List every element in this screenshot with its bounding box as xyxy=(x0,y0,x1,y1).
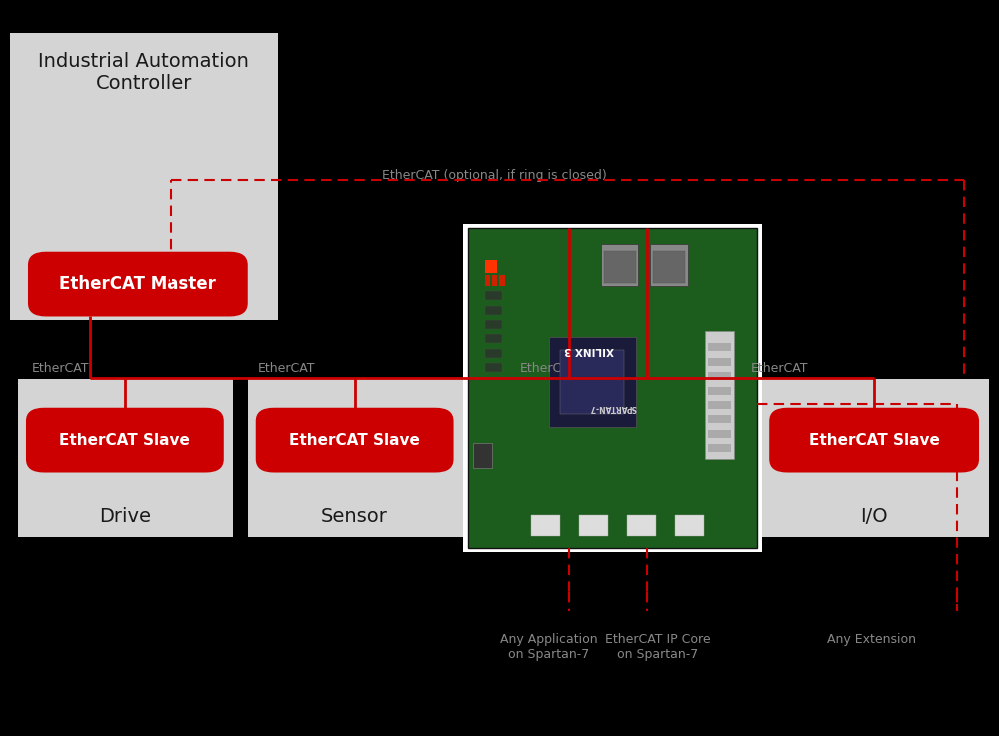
Bar xyxy=(600,244,638,286)
Text: EtherCAT: EtherCAT xyxy=(519,361,577,375)
Bar xyxy=(463,224,762,552)
FancyBboxPatch shape xyxy=(256,408,454,473)
Bar xyxy=(708,415,731,423)
Text: Drive: Drive xyxy=(99,507,151,526)
FancyBboxPatch shape xyxy=(28,252,248,316)
Bar xyxy=(708,386,731,394)
Bar xyxy=(500,275,504,286)
Bar xyxy=(485,305,502,314)
Bar xyxy=(708,445,731,452)
Bar xyxy=(708,372,731,381)
Text: Sensor: Sensor xyxy=(322,507,388,526)
Text: EtherCAT Slave: EtherCAT Slave xyxy=(289,433,421,447)
Bar xyxy=(674,514,703,536)
Text: Industrial Automation
Controller: Industrial Automation Controller xyxy=(38,52,250,93)
Bar xyxy=(485,364,502,372)
FancyBboxPatch shape xyxy=(26,408,224,473)
Text: SPARTAN-7: SPARTAN-7 xyxy=(588,403,636,412)
Text: I/O: I/O xyxy=(860,507,888,526)
Bar xyxy=(708,358,731,366)
Text: EtherCAT: EtherCAT xyxy=(32,361,90,375)
Bar xyxy=(18,379,233,537)
Bar xyxy=(560,350,624,414)
Text: EtherCAT (optional, if ring is closed): EtherCAT (optional, if ring is closed) xyxy=(383,169,606,182)
Bar xyxy=(548,337,635,427)
Text: XILINX 3: XILINX 3 xyxy=(564,345,614,355)
Bar xyxy=(627,514,656,536)
Text: EtherCAT IP Core
on Spartan-7: EtherCAT IP Core on Spartan-7 xyxy=(604,633,710,661)
Text: Any Application
on Spartan-7: Any Application on Spartan-7 xyxy=(500,633,597,661)
FancyBboxPatch shape xyxy=(769,408,979,473)
Bar xyxy=(485,261,497,273)
Bar xyxy=(708,430,731,438)
Text: EtherCAT Master: EtherCAT Master xyxy=(59,275,217,293)
Bar xyxy=(761,379,989,537)
Bar xyxy=(705,330,734,459)
Bar xyxy=(708,401,731,409)
Bar xyxy=(650,244,687,286)
Text: EtherCAT Slave: EtherCAT Slave xyxy=(808,433,940,447)
Bar xyxy=(485,334,502,344)
Bar xyxy=(485,320,502,329)
Bar xyxy=(708,344,731,351)
Text: EtherCAT Slave: EtherCAT Slave xyxy=(59,433,191,447)
Bar xyxy=(531,514,560,536)
Bar xyxy=(10,33,278,320)
Bar xyxy=(603,250,635,283)
Bar xyxy=(248,379,463,537)
Text: Any Extension: Any Extension xyxy=(826,633,916,646)
Bar xyxy=(579,514,608,536)
Bar xyxy=(468,228,757,548)
Bar xyxy=(653,250,685,283)
Bar xyxy=(485,291,502,300)
Bar xyxy=(474,442,493,468)
Bar xyxy=(485,349,502,358)
Bar xyxy=(485,275,491,286)
Text: EtherCAT: EtherCAT xyxy=(258,361,316,375)
Text: EtherCAT: EtherCAT xyxy=(751,361,809,375)
Bar xyxy=(493,275,498,286)
